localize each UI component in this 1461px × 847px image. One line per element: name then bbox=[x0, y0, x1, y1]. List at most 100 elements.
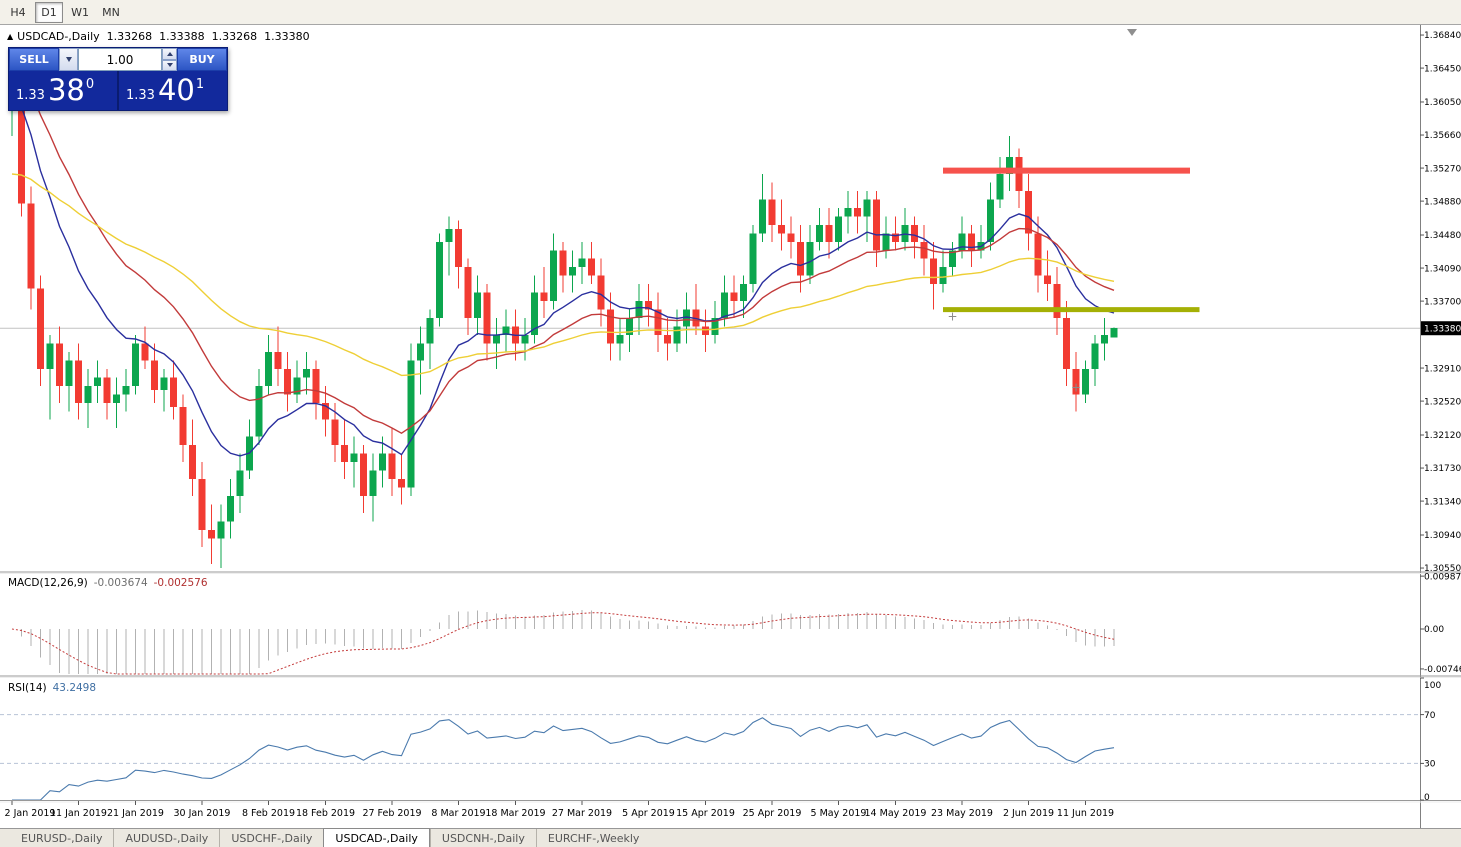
tab-eurusd-daily[interactable]: EURUSD-,Daily bbox=[21, 831, 103, 845]
macd-name: MACD(12,26,9) bbox=[8, 577, 88, 589]
date-label: 5 May 2019 bbox=[811, 808, 867, 819]
chevron-down-icon bbox=[166, 63, 173, 68]
cross-marker-icon: + bbox=[1071, 381, 1081, 395]
macd-axis-label: 0.00 bbox=[1424, 625, 1444, 635]
one-click-trading-panel: SELL BUY 1.33 38 0 1.33 40 1 bbox=[8, 47, 228, 111]
ma-line-52 bbox=[11, 173, 1115, 377]
volume-input[interactable] bbox=[78, 48, 162, 71]
macd-label: MACD(12,26,9) -0.003674 -0.002576 bbox=[8, 577, 208, 589]
chevron-up-icon bbox=[166, 51, 173, 56]
chart-ohlc-header: ▲ USDCAD-,Daily 1.33268 1.33388 1.33268 … bbox=[7, 30, 310, 43]
price-chart[interactable]: + +1.36840 1.36450 1.36050 1.35660 1.35270 1.3… bbox=[0, 25, 1461, 828]
buy-button[interactable]: BUY bbox=[177, 48, 227, 71]
chart-tab-bar: EURUSD-,Daily AUDUSD-,Daily USDCHF-,Dail… bbox=[0, 828, 1461, 847]
cross-marker-icon: + bbox=[947, 309, 957, 323]
macd-signal-value: -0.002576 bbox=[153, 577, 208, 589]
ohlc-high: 1.33388 bbox=[159, 30, 205, 43]
date-label: 2 Jan 2019 bbox=[5, 808, 56, 819]
buy-price-big: 40 bbox=[157, 73, 195, 107]
current-price-tag-label: 1.33380 bbox=[1424, 325, 1461, 335]
sell-price-display[interactable]: 1.33 38 0 bbox=[9, 71, 117, 110]
macd-histogram bbox=[21, 610, 1115, 674]
price-axis-label: 1.34480 bbox=[1424, 231, 1461, 241]
macd-axis-label: 0.009874 bbox=[1424, 572, 1461, 582]
price-axis-label: 1.35660 bbox=[1424, 131, 1461, 141]
price-axis-label: 1.31340 bbox=[1424, 497, 1461, 507]
date-label: 8 Mar 2019 bbox=[431, 808, 485, 819]
price-axis-label: 1.35270 bbox=[1424, 164, 1461, 174]
timeframe-toolbar: H4 D1 W1 MN bbox=[0, 0, 1461, 25]
timeframe-d1-button[interactable]: D1 bbox=[35, 1, 63, 23]
price-axis-label: 1.32910 bbox=[1424, 364, 1461, 374]
date-label: 27 Mar 2019 bbox=[552, 808, 612, 819]
price-axis-label: 1.36840 bbox=[1424, 31, 1461, 41]
rsi-line bbox=[12, 717, 1115, 800]
date-label: 21 Jan 2019 bbox=[107, 808, 164, 819]
ma-line-12 bbox=[11, 88, 1115, 457]
sell-button[interactable]: SELL bbox=[9, 48, 59, 71]
sell-price-head: 1.33 bbox=[16, 87, 45, 103]
tab-eurchf-weekly[interactable]: EURCHF-,Weekly bbox=[535, 829, 651, 847]
timeframe-w1-button[interactable]: W1 bbox=[71, 5, 89, 19]
chart-shift-marker-icon[interactable] bbox=[1127, 29, 1137, 36]
tab-audusd-daily[interactable]: AUDUSD-,Daily bbox=[113, 829, 219, 847]
price-axis-label: 1.30940 bbox=[1424, 531, 1461, 541]
ma-line-22 bbox=[11, 59, 1115, 435]
volume-increment-button[interactable] bbox=[162, 48, 177, 60]
buy-price-head: 1.33 bbox=[126, 87, 155, 103]
buy-price-sup: 1 bbox=[195, 77, 205, 92]
volume-spinner bbox=[162, 48, 177, 71]
rsi-label: RSI(14) 43.2498 bbox=[8, 682, 96, 694]
chevron-down-icon bbox=[65, 57, 72, 62]
rsi-axis-label: 70 bbox=[1424, 711, 1436, 721]
date-label: 23 May 2019 bbox=[931, 808, 993, 819]
current-price-tag bbox=[1421, 321, 1461, 336]
date-label: 30 Jan 2019 bbox=[174, 808, 231, 819]
tab-usdcnh-daily[interactable]: USDCNH-,Daily bbox=[429, 829, 536, 847]
macd-main-value: -0.003674 bbox=[93, 577, 148, 589]
date-label: 15 Apr 2019 bbox=[676, 808, 735, 819]
macd-axis-label: -0.00746 bbox=[1424, 665, 1461, 675]
date-label: 18 Mar 2019 bbox=[485, 808, 545, 819]
rsi-axis-label: 0 bbox=[1424, 793, 1430, 803]
price-axis-label: 1.31730 bbox=[1424, 464, 1461, 474]
ohlc-open: 1.33268 bbox=[106, 30, 153, 43]
date-label: 18 Feb 2019 bbox=[296, 808, 355, 819]
macd-signal-line bbox=[11, 612, 1115, 675]
price-axis-label: 1.33700 bbox=[1424, 297, 1461, 307]
price-axis-label: 1.32520 bbox=[1424, 397, 1461, 407]
rsi-axis-label: 30 bbox=[1424, 760, 1436, 770]
timeframe-mn-button[interactable]: MN bbox=[102, 5, 120, 19]
chart-symbol-label: USDCAD-,Daily bbox=[17, 30, 100, 43]
candles-layer bbox=[8, 51, 1118, 569]
price-axis-column bbox=[1420, 25, 1461, 828]
volume-dropdown-button[interactable] bbox=[59, 48, 78, 71]
date-label: 2 Jun 2019 bbox=[1003, 808, 1054, 819]
date-label: 14 May 2019 bbox=[865, 808, 927, 819]
sell-price-sup: 0 bbox=[85, 77, 95, 92]
date-label: 11 Jan 2019 bbox=[50, 808, 107, 819]
date-label: 8 Feb 2019 bbox=[242, 808, 295, 819]
price-axis-label: 1.36050 bbox=[1424, 98, 1461, 108]
rsi-name: RSI(14) bbox=[8, 682, 47, 694]
volume-decrement-button[interactable] bbox=[162, 59, 177, 71]
tab-usdcad-daily[interactable]: USDCAD-,Daily bbox=[323, 828, 430, 847]
price-axis-label: 1.30550 bbox=[1424, 564, 1461, 574]
ohlc-low: 1.33268 bbox=[211, 30, 258, 43]
date-label: 11 Jun 2019 bbox=[1057, 808, 1114, 819]
tick-direction-icon: ▲ bbox=[7, 32, 14, 41]
timeframe-h4-button[interactable]: H4 bbox=[10, 5, 26, 19]
tab-usdchf-daily[interactable]: USDCHF-,Daily bbox=[219, 829, 323, 847]
buy-price-display[interactable]: 1.33 40 1 bbox=[117, 71, 227, 110]
rsi-value: 43.2498 bbox=[52, 682, 97, 694]
price-axis-label: 1.34090 bbox=[1424, 264, 1461, 274]
date-label: 27 Feb 2019 bbox=[362, 808, 421, 819]
price-axis-label: 1.34880 bbox=[1424, 197, 1461, 207]
date-label: 25 Apr 2019 bbox=[743, 808, 802, 819]
ohlc-close: 1.33380 bbox=[264, 30, 310, 43]
date-label: 5 Apr 2019 bbox=[622, 808, 675, 819]
price-axis-label: 1.36450 bbox=[1424, 64, 1461, 74]
price-axis-label: 1.32120 bbox=[1424, 431, 1461, 441]
sell-price-big: 38 bbox=[47, 73, 85, 107]
rsi-axis-label: 100 bbox=[1424, 681, 1441, 691]
